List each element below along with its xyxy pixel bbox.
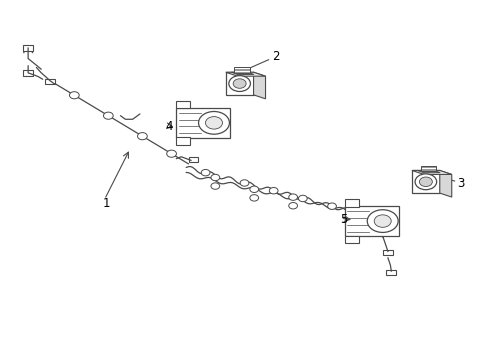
Circle shape [419, 177, 431, 186]
Polygon shape [253, 72, 265, 99]
Text: 1: 1 [102, 197, 109, 210]
Circle shape [288, 194, 297, 201]
Circle shape [210, 174, 219, 181]
Bar [344, 199, 358, 207]
Circle shape [366, 210, 397, 233]
Circle shape [228, 76, 250, 91]
Text: 4: 4 [165, 120, 173, 133]
Circle shape [205, 117, 222, 129]
Bar [188, 157, 198, 162]
Bar [23, 70, 33, 76]
Polygon shape [439, 171, 451, 197]
Text: 2: 2 [272, 50, 279, 63]
Circle shape [414, 174, 436, 190]
Bar [411, 171, 439, 193]
Circle shape [327, 203, 336, 210]
Circle shape [298, 195, 306, 202]
Circle shape [269, 188, 278, 194]
Bar [234, 67, 249, 73]
Bar [344, 236, 358, 243]
Circle shape [249, 195, 258, 201]
Bar [420, 166, 435, 171]
Bar [386, 270, 395, 275]
Bar [176, 101, 189, 108]
Circle shape [137, 132, 147, 140]
Polygon shape [231, 72, 253, 75]
Polygon shape [176, 108, 230, 138]
Text: 3: 3 [456, 177, 464, 190]
Bar [382, 250, 392, 255]
Circle shape [373, 215, 390, 227]
Circle shape [233, 79, 245, 88]
Text: 5: 5 [340, 213, 347, 226]
Bar [225, 72, 253, 95]
Circle shape [210, 183, 219, 189]
Bar [23, 45, 33, 51]
Circle shape [201, 170, 209, 176]
Circle shape [166, 150, 176, 157]
Polygon shape [225, 72, 265, 76]
Circle shape [240, 180, 248, 186]
Circle shape [198, 112, 229, 134]
Circle shape [103, 112, 113, 119]
Bar [176, 138, 189, 145]
Polygon shape [344, 206, 398, 236]
Polygon shape [411, 171, 451, 175]
Circle shape [69, 92, 79, 99]
Circle shape [288, 203, 297, 209]
Polygon shape [417, 171, 439, 173]
Circle shape [249, 186, 258, 193]
Bar [45, 79, 55, 84]
